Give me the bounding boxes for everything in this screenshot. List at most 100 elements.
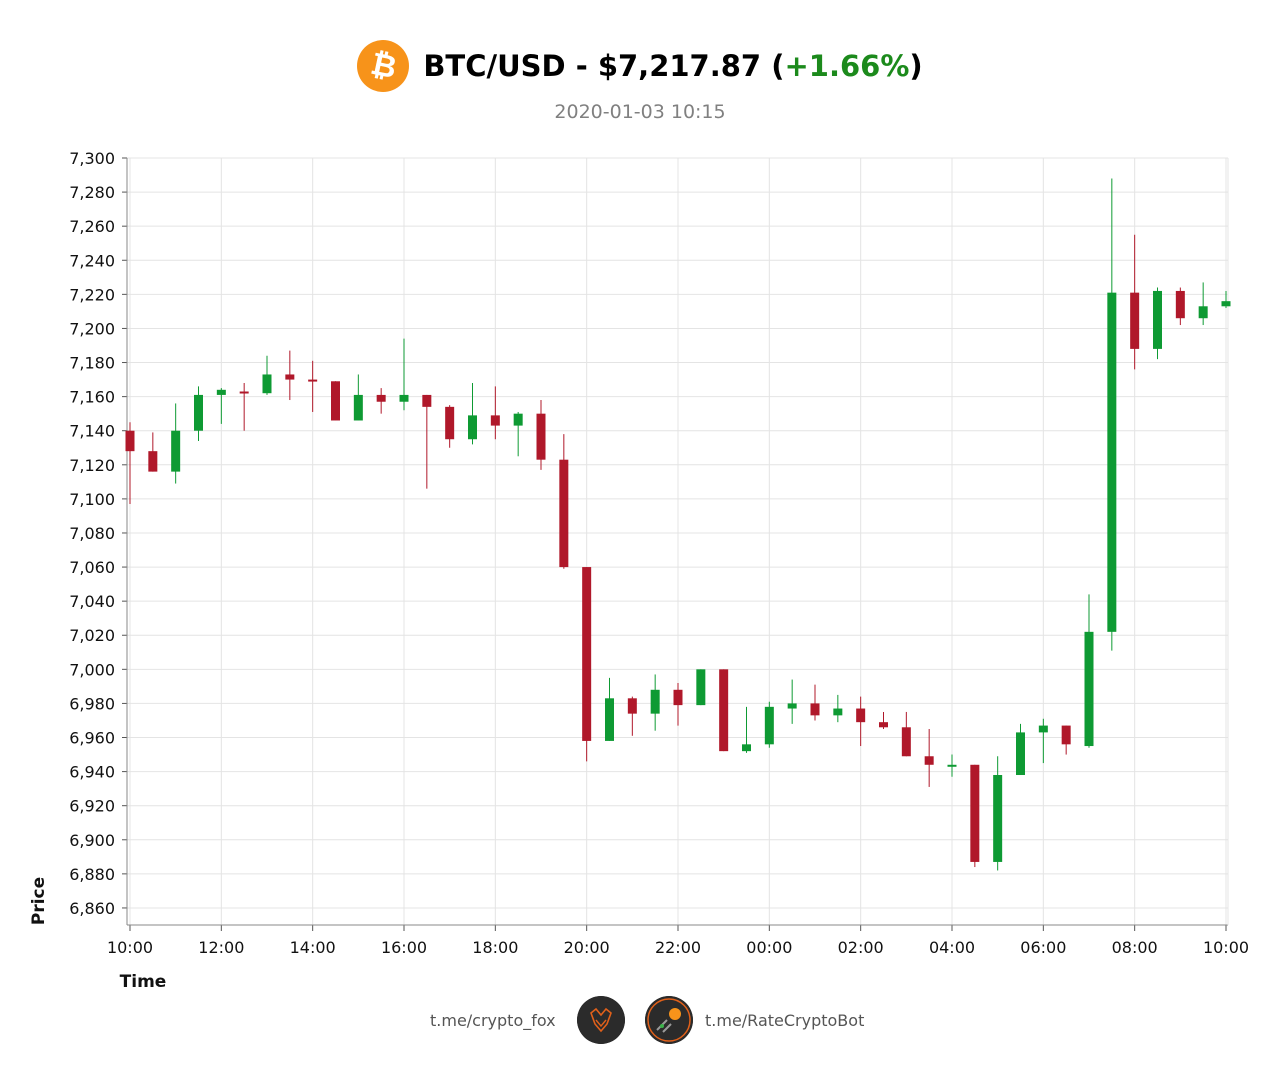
candle-body [445,406,455,440]
candle-body [582,567,592,741]
x-tick-label: 04:00 [929,938,975,957]
candle [924,728,934,787]
candle [879,711,888,729]
candle [331,381,340,421]
candle-body [742,744,751,752]
y-tick-label: 6,860 [69,899,115,918]
y-tick-label: 7,220 [69,285,115,304]
candle [513,411,523,457]
y-tick-label: 7,020 [69,626,115,645]
x-tick-label: 08:00 [1112,938,1158,957]
x-tick-label: 06:00 [1020,938,1066,957]
candle-body [627,698,637,714]
y-tick-label: 7,120 [69,456,115,475]
y-tick-label: 7,000 [69,660,115,679]
candle [719,669,729,752]
crypto-fox-link[interactable]: t.me/crypto_fox [430,1011,556,1030]
candle [901,711,911,757]
candle [1038,718,1048,764]
x-tick-label: 22:00 [655,938,701,957]
chart-title: BTC/USD - $7,217.87 (+1.66%) [423,49,922,83]
x-tick-label: 02:00 [838,938,884,957]
candle-body [513,413,523,426]
candle-body [239,391,249,394]
candle-body [1084,631,1094,747]
candle-body [285,374,295,380]
candle [536,400,546,470]
candle [1221,290,1231,308]
fox-icon[interactable] [577,996,625,1044]
y-tick-label: 6,880 [69,865,115,884]
candle-body [376,394,386,402]
candle-body [1175,290,1185,319]
candle-body [1130,292,1140,349]
candle-body [970,764,980,862]
candle [559,434,569,569]
candle-body [719,669,729,752]
x-tick-label: 10:00 [1203,938,1249,957]
candle [216,388,226,424]
candlestick-chart: 7,300 7,280 7,260 7,240 7,220 7,200 7,180 7,160… [29,149,1249,992]
candle-body [1198,306,1208,319]
candle-body [331,381,340,421]
y-tick-label: 7,180 [69,354,115,373]
candle [833,694,843,723]
candle [148,432,158,472]
candle [1016,723,1025,776]
footer: t.me/crypto_fox t.me/RateCryptoBot [0,996,1280,1048]
candle [696,669,706,706]
candle [262,355,272,395]
candle-body [559,459,569,568]
candle [1198,282,1208,326]
candles [125,178,1231,871]
x-tick-label: 18:00 [472,938,518,957]
candle [422,394,432,489]
candle [194,386,203,441]
candle-body [468,415,477,440]
candle-body [1153,290,1162,349]
candle [171,403,181,484]
candle [970,764,980,868]
candle-body [764,706,774,745]
candle [1175,287,1185,326]
title-change-percent: +1.66% [784,49,910,83]
candle [1061,725,1071,755]
candle-body [833,708,843,716]
y-tick-label: 7,160 [69,388,115,407]
bitcoin-logo-icon: ₿ [357,40,410,92]
candle-body [194,394,203,431]
candle-body [125,430,135,452]
candle [810,684,820,721]
x-tick-label: 14:00 [290,938,336,957]
candle-body [490,415,500,426]
candle [1130,234,1140,370]
candle [399,338,409,411]
candle-body [673,689,683,706]
candle-body [308,379,318,382]
candle-body [947,764,957,767]
candle [582,567,592,762]
candle [764,701,774,748]
candle [993,756,1003,871]
candle-body [696,669,706,706]
y-tick-label: 7,100 [69,490,115,509]
candle [468,382,477,445]
candle [1084,594,1094,748]
candle [856,696,866,747]
title-pair-price: BTC/USD - $7,217.87 ( [423,49,785,83]
y-tick-label: 7,280 [69,183,115,202]
y-tick-label: 6,900 [69,831,115,850]
candle-body [1107,292,1117,632]
candle [490,386,500,440]
candle-body [1061,725,1071,745]
candle [947,754,957,777]
candle [376,388,386,414]
candle-body [148,451,158,472]
bitcoin-rocket-icon[interactable] [645,996,693,1044]
candle-body [353,394,363,421]
candle-body [993,775,1003,862]
ratecryptobot-link[interactable]: t.me/RateCryptoBot [705,1011,865,1030]
candle [650,674,660,731]
y-tick-label: 7,260 [69,217,115,236]
candle-body [399,394,409,402]
